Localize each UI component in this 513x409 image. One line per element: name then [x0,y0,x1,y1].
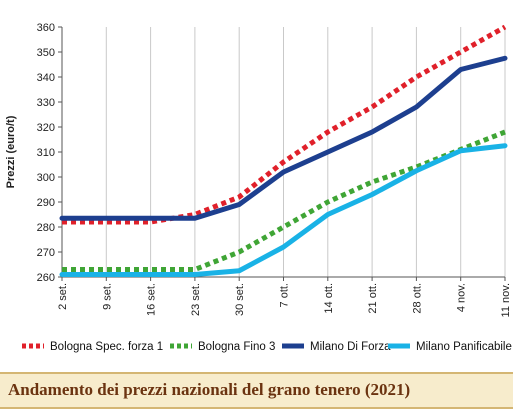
x-tick-label-9: 4 nov. [456,283,468,312]
y-tick-label-270: 270 [37,247,55,259]
series-line-0 [62,24,507,225]
x-tick-label-2: 16 set. [146,283,158,316]
y-tick-label-310: 310 [37,147,55,159]
x-tick-label-10: 11 nov. [500,283,512,317]
x-tick-label-5: 7 ott. [279,283,291,307]
chart-caption: Andamento dei prezzi nazionali del grano… [8,380,411,399]
legend-label-2: Milano Di Forza [310,341,391,353]
y-tick-label-350: 350 [37,47,55,59]
y-tick-label-290: 290 [37,197,55,209]
x-tick-label-1: 9 set. [101,283,113,310]
series-line-1 [62,129,506,272]
series-line-2 [59,55,508,221]
y-tick-label-280: 280 [37,222,55,234]
series-line-3 [59,143,508,277]
legend-label-0: Bologna Spec. forza 1 [50,341,163,353]
price-chart: 260 270 280 290 300 310 320 330 340 350 360 Prezzi … [5,22,512,353]
legend-label-3: Milano Panificabile [416,341,512,353]
legend-label-1: Bologna Fino 3 [198,341,275,353]
y-tick-label-360: 360 [37,22,55,34]
x-tick-label-7: 21 ott. [367,283,379,314]
y-tick-label-330: 330 [37,97,55,109]
x-tick-label-4: 30 set. [234,283,246,316]
y-axis-label: Prezzi (euro/t) [5,115,17,188]
x-tick-label-8: 28 ott. [411,283,423,314]
y-tick-label-320: 320 [37,122,55,134]
x-tick-label-0: 2 set. [57,283,69,310]
y-tick-label-340: 340 [37,72,55,84]
y-tick-label-260: 260 [37,272,55,284]
x-tick-label-6: 14 ott. [323,283,335,314]
y-tick-label-300: 300 [37,172,55,184]
x-tick-label-3: 23 set. [190,283,202,316]
footer-banner: Andamento dei prezzi nazionali del grano… [0,372,513,409]
